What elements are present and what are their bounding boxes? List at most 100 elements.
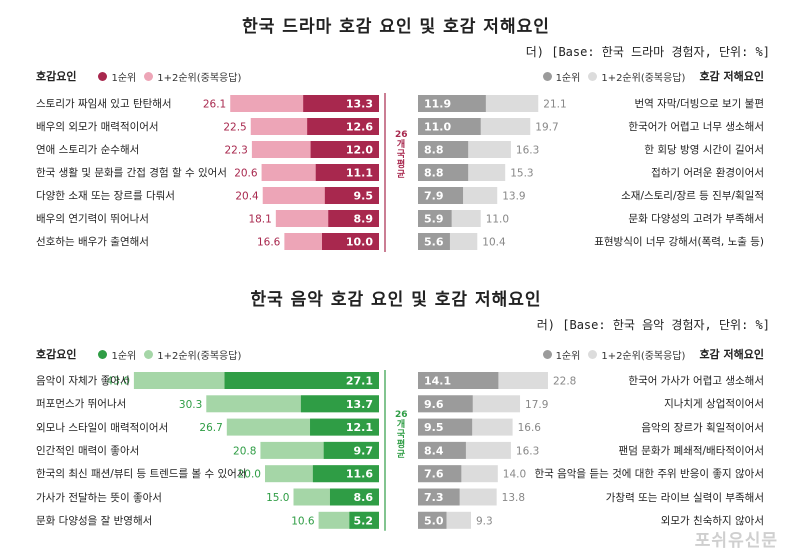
positive-first-bar [315, 164, 379, 181]
legend-first-label: 1순위 [111, 350, 137, 362]
negative-total-value: 17.9 [525, 399, 548, 411]
positive-factor-label: 연애 스토리가 순수해서 [36, 144, 140, 156]
positive-total-value: 20.8 [233, 445, 256, 457]
negative-first-bar [418, 372, 499, 389]
negative-factor-label: 한국 음악을 듣는 것에 대한 주위 반응이 좋지 않아서 [534, 468, 764, 481]
negative-total-value: 10.4 [482, 237, 506, 249]
positive-first-bar [307, 118, 379, 135]
positive-factor-label: 외모나 스타일이 매력적이어서 [36, 421, 169, 434]
legend-dot-neg-total [588, 71, 598, 81]
positive-first-bar [349, 511, 379, 529]
negative-first-bar [418, 118, 481, 135]
positive-factor-label: 퍼포먼스가 뛰어나서 [36, 398, 127, 411]
negative-total-value: 16.3 [516, 445, 539, 457]
negative-first-bar [418, 395, 473, 413]
negative-total-value: 22.8 [553, 376, 576, 388]
positive-total-value: 43.0 [107, 376, 130, 388]
base-note: 더) [Base: 한국 드라마 경험자, 단위: %] [525, 45, 770, 59]
right-legend: 1순위 1+2순위(중복응답) 호감 저해요인 [535, 346, 764, 362]
positive-first-value: 13.3 [346, 98, 373, 111]
positive-factor-label: 음악이 자체가 좋아서 [36, 375, 130, 387]
negative-first-bar [418, 164, 469, 181]
positive-first-bar [323, 441, 379, 459]
legend-dot-first [98, 349, 108, 359]
right-legend: 1순위 1+2순위(중복응답) 호감 저해요인 [535, 68, 764, 84]
negative-factor-label: 음악의 장르가 획일적이어서 [641, 421, 764, 434]
positive-first-value: 9.7 [354, 444, 374, 457]
negative-first-value: 9.6 [424, 398, 444, 411]
positive-first-bar [224, 372, 379, 389]
positive-first-bar [310, 418, 379, 436]
negative-first-bar [418, 488, 460, 506]
negative-first-value: 11.0 [424, 121, 451, 134]
legend-dot-total [144, 349, 154, 359]
avg-label: 26개국 평균 [395, 130, 408, 180]
negative-factor-label: 한국어가 어렵고 너무 생소해서 [628, 121, 764, 133]
legend-dot-neg-first [542, 71, 552, 81]
negative-total-value: 15.3 [510, 168, 533, 180]
positive-factor-label: 가사가 전달하는 뜻이 좋아서 [36, 491, 162, 504]
legend-dot-neg-total [588, 349, 598, 359]
positive-first-value: 27.1 [346, 375, 373, 388]
positive-first-bar [303, 95, 379, 112]
positive-total-value: 20.4 [235, 191, 259, 203]
legend-total-label: 1+2순위(중복응답) [157, 72, 242, 84]
left-header: 호감요인 [36, 348, 77, 361]
legend-neg-first-label: 1순위 [555, 350, 581, 362]
negative-first-value: 8.4 [424, 444, 444, 457]
positive-first-bar [300, 395, 379, 413]
positive-factor-label: 배우의 연기력이 뛰어나서 [36, 213, 149, 225]
drama-bars: 13.3 26.1 11.9 21.1 12.6 22.5 11.0 19.7 12.0 22.3… [203, 93, 567, 252]
negative-first-value: 9.5 [424, 421, 444, 434]
legend-dot-first [98, 71, 108, 81]
negative-total-value: 9.3 [476, 515, 493, 527]
left-legend: 호감요인 1순위 1+2순위(중복응답) [36, 68, 241, 84]
negative-first-bar [418, 441, 466, 459]
positive-factor-label: 선호하는 배우가 출연해서 [36, 236, 149, 248]
negative-total-value: 13.8 [502, 492, 525, 504]
positive-factor-label: 한국 생활 및 문화를 간접 경험 할 수 있어서 [36, 167, 227, 179]
negative-first-value: 8.8 [424, 144, 444, 157]
positive-total-value: 22.3 [224, 145, 247, 157]
negative-factor-label: 번역 자막/더빙으로 보기 불편 [634, 98, 764, 110]
legend-neg-first-label: 1순위 [555, 72, 581, 84]
negative-first-bar [418, 95, 486, 112]
positive-first-value: 10.0 [346, 236, 373, 249]
positive-first-value: 9.5 [354, 190, 374, 203]
positive-first-value: 13.7 [346, 398, 373, 411]
negative-first-bar [418, 233, 450, 250]
right-header: 호감 저해요인 [699, 70, 764, 83]
positive-first-bar [328, 210, 379, 227]
positive-total-value: 22.5 [223, 122, 246, 134]
positive-total-value: 20.6 [234, 168, 258, 180]
chart-title: 한국 드라마 호감 요인 및 호감 저해요인 [242, 17, 550, 37]
positive-first-bar [310, 141, 379, 158]
positive-first-value: 12.1 [346, 421, 373, 434]
music-chart-section: 한국 음악 호감 요인 및 호감 저해요인 러) [Base: 한국 음악 경험… [0, 280, 792, 559]
negative-factor-label: 외모가 친숙하지 않아서 [660, 514, 764, 527]
negative-first-bar [418, 511, 447, 529]
positive-first-bar [324, 187, 379, 204]
drama-chart-section: 한국 드라마 호감 요인 및 호감 저해요인 더) [Base: 한국 드라마 … [0, 0, 792, 270]
negative-first-value: 7.6 [424, 468, 444, 481]
negative-factor-label: 문화 다양성의 고려가 부족해서 [628, 213, 764, 225]
negative-first-bar [418, 187, 464, 204]
positive-total-value: 30.3 [179, 399, 202, 411]
positive-total-value: 15.0 [266, 492, 289, 504]
positive-factor-label: 다양한 소재 또는 장르를 다뤄서 [36, 190, 175, 202]
positive-first-bar [312, 465, 379, 483]
negative-first-value: 8.8 [424, 167, 444, 180]
negative-factor-label: 접하기 어려운 환경이어서 [651, 167, 764, 179]
avg-label: 26개국 평균 [395, 410, 408, 460]
positive-total-value: 16.6 [257, 237, 281, 249]
positive-factor-label: 한국의 최신 패션/뷰티 등 트렌드를 볼 수 있어서 [36, 468, 247, 481]
negative-factor-label: 지나치게 상업적이어서 [664, 398, 764, 411]
positive-total-value: 10.6 [291, 515, 315, 527]
negative-first-value: 5.0 [424, 514, 444, 527]
positive-first-value: 11.6 [346, 468, 373, 481]
negative-first-value: 11.9 [424, 98, 451, 111]
positive-factor-label: 배우의 외모가 매력적이어서 [36, 121, 159, 133]
left-legend: 호감요인 1순위 1+2순위(중복응답) [36, 346, 241, 362]
right-header: 호감 저해요인 [699, 348, 764, 361]
legend-neg-total-label: 1+2순위(중복응답) [601, 72, 686, 84]
